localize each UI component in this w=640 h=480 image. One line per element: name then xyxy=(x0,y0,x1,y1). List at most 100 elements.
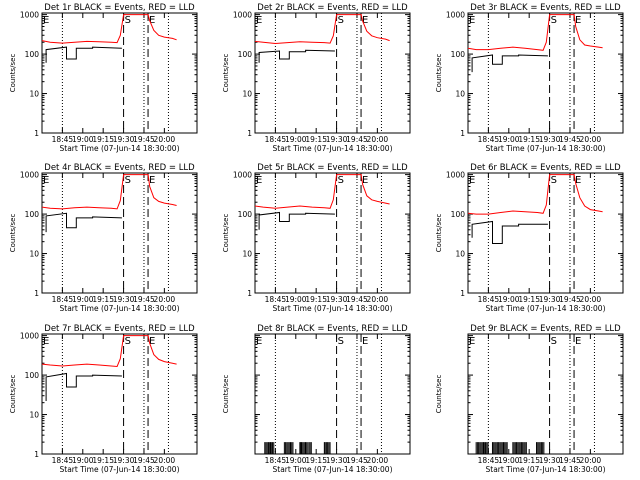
panel-title: Det 8r BLACK = Events, RED = LLD xyxy=(257,324,408,334)
x-tick-label: 19:30 xyxy=(113,456,135,465)
series-group xyxy=(42,335,177,401)
x-tick-label: 19:00 xyxy=(285,295,307,304)
panel-det-8: Det 8r BLACK = Events, RED = LLD E S E 18:45… xyxy=(222,324,411,474)
x-axis-label: Start Time (07-Jun-14 18:30:00) xyxy=(60,304,180,313)
lld-rate-line xyxy=(255,14,390,45)
y-tick-label: 1 xyxy=(34,289,39,298)
y-tick-label: 1000 xyxy=(233,11,252,20)
x-tick-label: 20:00 xyxy=(154,295,176,304)
plot-frame xyxy=(467,12,624,134)
x-tick-label: 19:45 xyxy=(559,135,581,144)
x-tick-label: 18:45 xyxy=(478,295,500,304)
events-rate-line xyxy=(45,372,122,401)
series-group xyxy=(255,174,390,230)
x-tick-label: 19:00 xyxy=(498,135,520,144)
event-marker-label: E xyxy=(149,175,155,186)
x-tick-label: 19:30 xyxy=(113,135,135,144)
x-tick-label: 19:45 xyxy=(346,295,368,304)
event-marker-label: S xyxy=(338,15,344,26)
series-group xyxy=(475,442,545,454)
x-axis-label: Start Time (07-Jun-14 18:30:00) xyxy=(60,144,180,153)
panel-det-9: Det 9r BLACK = Events, RED = LLD E S E 18:45… xyxy=(435,324,624,474)
y-tick-label: 1000 xyxy=(20,11,39,20)
x-tick-label: 20:00 xyxy=(367,456,389,465)
x-tick-label: 19:15 xyxy=(92,295,114,304)
event-marker-label: S xyxy=(125,336,131,347)
events-rate-line xyxy=(471,54,548,73)
y-tick-label: 1 xyxy=(460,129,465,138)
event-marker-label: E xyxy=(575,336,581,347)
event-marker-label: E xyxy=(43,175,49,186)
x-tick-label: 18:45 xyxy=(478,456,500,465)
event-marker-label: E xyxy=(469,336,475,347)
x-tick-label: 20:00 xyxy=(154,456,176,465)
panel-det-1: Det 1r BLACK = Events, RED = LLD E S E 1 10 10… xyxy=(9,3,198,153)
events-rate-line xyxy=(258,211,335,230)
x-tick-label: 19:45 xyxy=(133,135,155,144)
x-tick-label: 19:00 xyxy=(72,135,94,144)
x-tick-label: 20:00 xyxy=(367,135,389,144)
y-tick-label: 10 xyxy=(242,250,252,259)
y-tick-label: 1 xyxy=(247,129,252,138)
y-axis-label: Counts/sec xyxy=(222,214,230,253)
plot-frame xyxy=(41,12,198,134)
y-axis-label: Counts/sec xyxy=(9,375,17,414)
x-tick-label: 19:45 xyxy=(559,295,581,304)
x-tick-label: 20:00 xyxy=(154,135,176,144)
lld-rate-line xyxy=(468,14,603,51)
x-tick-label: 19:45 xyxy=(133,456,155,465)
x-tick-label: 20:00 xyxy=(580,456,602,465)
plot-frame xyxy=(467,333,624,455)
y-tick-label: 1 xyxy=(34,450,39,459)
x-tick-label: 19:15 xyxy=(305,135,327,144)
panel-title: Det 1r BLACK = Events, RED = LLD xyxy=(44,3,195,13)
event-marker-label: E xyxy=(575,15,581,26)
x-tick-label: 19:15 xyxy=(305,295,327,304)
event-marker-label: S xyxy=(551,336,557,347)
events-rate-line xyxy=(471,220,548,244)
x-tick-label: 18:45 xyxy=(265,295,287,304)
panel-det-3: Det 3r BLACK = Events, RED = LLD E S E 1 10 10… xyxy=(435,3,624,153)
y-tick-label: 10 xyxy=(455,90,465,99)
panel-det-2: Det 2r BLACK = Events, RED = LLD E S E 1 10 10… xyxy=(222,3,411,153)
panel-det-7: Det 7r BLACK = Events, RED = LLD E S E 1 10 10… xyxy=(9,324,198,474)
panel-title: Det 9r BLACK = Events, RED = LLD xyxy=(470,324,621,334)
plot-frame xyxy=(41,333,198,455)
plot-frame xyxy=(254,172,411,294)
x-tick-label: 19:00 xyxy=(72,295,94,304)
panel-det-5: Det 5r BLACK = Events, RED = LLD E S E 1 10 10… xyxy=(222,163,411,313)
panel-title: Det 2r BLACK = Events, RED = LLD xyxy=(257,3,408,13)
y-tick-label: 1 xyxy=(34,129,39,138)
event-marker-label: E xyxy=(362,175,368,186)
y-axis-label: Counts/sec xyxy=(9,214,17,253)
lld-rate-line xyxy=(42,335,177,368)
lld-rate-line xyxy=(42,14,177,44)
x-tick-label: 19:30 xyxy=(326,295,348,304)
x-axis-label: Start Time (07-Jun-14 18:30:00) xyxy=(273,465,393,474)
y-axis-label: Counts/sec xyxy=(435,375,443,414)
x-tick-label: 19:30 xyxy=(113,295,135,304)
events-rate-line xyxy=(45,212,122,233)
x-axis-label: Start Time (07-Jun-14 18:30:00) xyxy=(486,465,606,474)
event-marker-label: E xyxy=(469,15,475,26)
panel-title: Det 7r BLACK = Events, RED = LLD xyxy=(44,324,195,334)
x-tick-label: 18:45 xyxy=(265,135,287,144)
event-marker-label: E xyxy=(256,336,262,347)
x-tick-label: 18:45 xyxy=(52,456,74,465)
event-marker-label: E xyxy=(362,336,368,347)
event-marker-label: E xyxy=(149,15,155,26)
panel-title: Det 5r BLACK = Events, RED = LLD xyxy=(257,163,408,173)
x-tick-label: 19:00 xyxy=(285,135,307,144)
x-tick-label: 19:45 xyxy=(346,456,368,465)
y-tick-label: 1000 xyxy=(20,332,39,341)
series-group xyxy=(42,14,177,63)
event-marker-label: S xyxy=(551,175,557,186)
x-tick-label: 19:00 xyxy=(498,295,520,304)
event-marker-label: S xyxy=(125,15,131,26)
x-axis-label: Start Time (07-Jun-14 18:30:00) xyxy=(273,304,393,313)
y-tick-label: 10 xyxy=(29,411,39,420)
y-axis-label: Counts/sec xyxy=(435,54,443,93)
panel-title: Det 6r BLACK = Events, RED = LLD xyxy=(470,163,621,173)
x-tick-label: 20:00 xyxy=(580,135,602,144)
